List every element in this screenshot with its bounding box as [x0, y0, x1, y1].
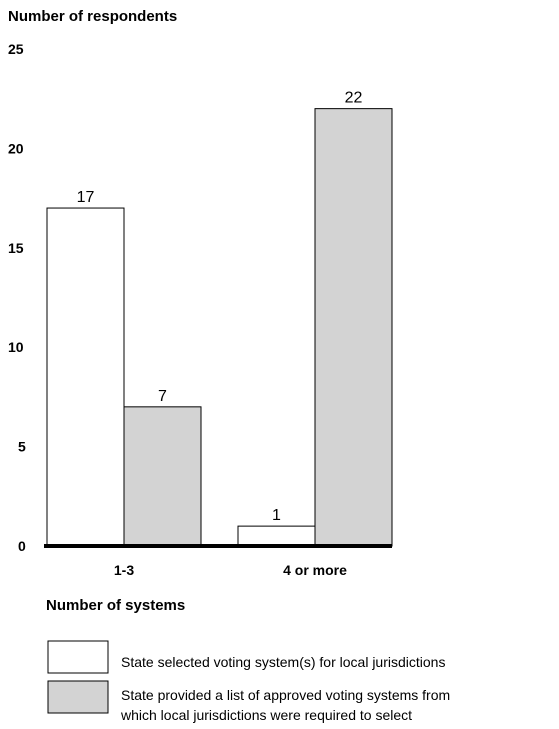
y-axis-ticks: 0 5 10 15 20 25	[8, 41, 26, 554]
bar-value-label: 7	[158, 388, 167, 405]
data-labels-group: 17 7 1 22	[77, 90, 363, 524]
legend-label-selected: State selected voting system(s) for loca…	[121, 654, 445, 670]
legend-swatch-selected	[47, 640, 109, 674]
bar	[237, 525, 316, 547]
x-axis-title: Number of systems	[46, 597, 185, 614]
bar-value-label: 17	[77, 189, 95, 206]
y-tick-label: 0	[18, 538, 26, 554]
bar	[123, 406, 202, 547]
bars-group	[46, 108, 393, 547]
x-category-label: 1-3	[114, 562, 134, 578]
y-tick-label: 25	[8, 41, 24, 57]
legend-label-approved-list-line2: which local jurisdictions were required …	[120, 707, 412, 723]
y-tick-label: 20	[8, 140, 24, 156]
bar	[314, 108, 393, 547]
y-tick-label: 5	[18, 439, 26, 455]
y-axis-title: Number of respondents	[8, 8, 177, 25]
y-tick-label: 15	[8, 240, 24, 256]
x-category-label: 4 or more	[283, 562, 347, 578]
bar-value-label: 1	[272, 507, 281, 524]
legend-label-approved-list-line1: State provided a list of approved voting…	[121, 687, 450, 703]
legend-swatch-approved-list	[47, 680, 109, 714]
y-tick-label: 10	[8, 339, 24, 355]
bar-value-label: 22	[345, 90, 363, 107]
bar	[46, 207, 125, 547]
x-axis-categories: 1-3 4 or more	[114, 562, 347, 578]
